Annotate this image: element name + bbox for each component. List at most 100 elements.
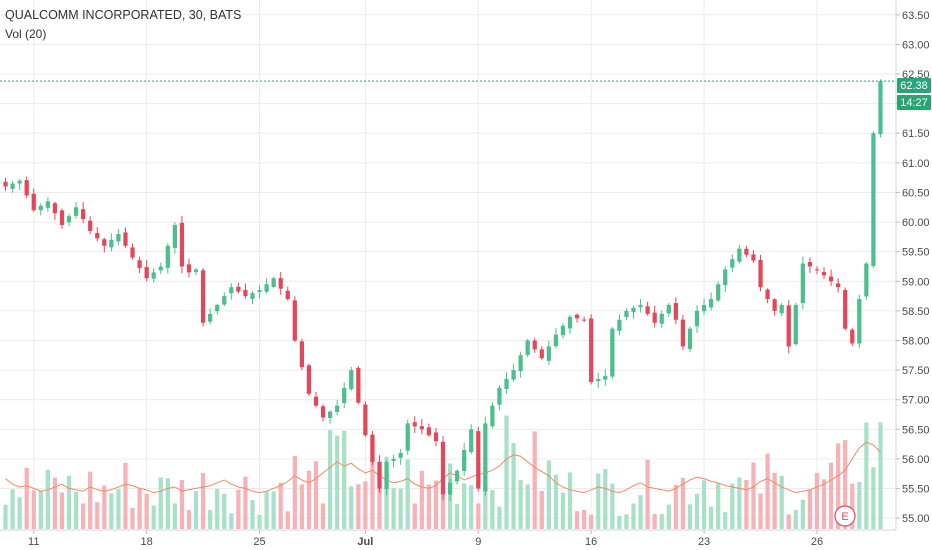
volume-bar (624, 514, 629, 529)
candlestick (758, 254, 763, 292)
candlestick (299, 338, 304, 371)
volume-bar (165, 478, 170, 529)
candle-body (356, 367, 361, 403)
candlestick (327, 410, 333, 424)
volume-bar (476, 503, 481, 529)
candle-body (814, 269, 820, 271)
candlestick (285, 286, 290, 301)
volume-bar (462, 483, 467, 529)
candle-body (327, 411, 333, 418)
price-axis-label: 58.00 (902, 336, 930, 348)
candlestick (208, 308, 213, 325)
volume-bar (730, 483, 735, 529)
candle-body (723, 269, 728, 286)
candlestick (447, 478, 453, 501)
candle-body (469, 429, 474, 453)
time-axis-label: 16 (585, 536, 597, 548)
volume-bar (765, 453, 770, 529)
candle-body (313, 396, 319, 406)
volume-bar (638, 495, 643, 529)
volume-bar (631, 503, 636, 529)
earnings-marker-label: E (841, 511, 848, 523)
earnings-marker-circle[interactable] (834, 505, 856, 527)
candlestick (476, 426, 481, 492)
volume-bar (130, 507, 135, 529)
volume-bar (257, 514, 262, 529)
candle-body (518, 355, 523, 372)
volume-indicator-label[interactable]: Vol (20) (5, 27, 46, 41)
candlestick (751, 249, 756, 264)
volume-bar (363, 481, 368, 529)
price-axis-label: 63.00 (902, 39, 930, 51)
candlestick (412, 416, 417, 433)
candle-body (299, 341, 304, 368)
volume-bar (405, 459, 410, 529)
candle-body (701, 304, 707, 312)
candle-body (370, 434, 375, 462)
candle-body (10, 183, 15, 189)
candle-body (567, 316, 573, 329)
candlestick (828, 269, 834, 286)
price-tag-value: 62.38 (900, 80, 928, 92)
candlestick (313, 391, 319, 408)
candle-body (786, 305, 791, 347)
candle-body (582, 319, 587, 321)
volume-bar (349, 486, 354, 529)
time-axis[interactable]: 11 18 25 Jul 9 16 23 26 (28, 530, 823, 548)
price-tag-timer-box (897, 95, 931, 110)
candle-body (31, 193, 36, 211)
volume-bar (356, 484, 361, 529)
volume-bar (215, 488, 220, 529)
candle-body (666, 304, 671, 314)
volume-bar (737, 477, 742, 529)
candlestick (236, 282, 241, 294)
price-axis-label: 56.50 (902, 424, 930, 436)
candle-body (45, 201, 50, 208)
candle-body (419, 426, 424, 430)
candlestick (398, 449, 403, 465)
candle-body (292, 300, 297, 341)
candlestick (193, 268, 199, 276)
volume-bar (779, 475, 784, 529)
candle-body (744, 248, 749, 255)
price-axis-label: 59.00 (902, 276, 930, 288)
volume-bar (278, 482, 283, 529)
candle-body (504, 378, 509, 390)
candle-body (843, 290, 848, 329)
price-tag: 62.38 14:27 (897, 78, 931, 110)
volume-bar (158, 477, 163, 529)
candlestick (843, 287, 848, 331)
candlestick (137, 256, 142, 274)
candlestick (158, 262, 163, 275)
candlestick (179, 215, 185, 274)
candlestick (215, 303, 220, 315)
volume-bar (243, 476, 248, 529)
candle-body (800, 263, 805, 303)
price-tag-timer: 14:27 (900, 97, 928, 109)
candle-body (433, 432, 439, 442)
candle-body (553, 334, 559, 347)
candlestick (222, 292, 227, 307)
volume-bar (843, 440, 848, 529)
candlestick (271, 276, 276, 289)
volume-bar (603, 468, 608, 529)
volume-bar (81, 503, 86, 529)
price-axis[interactable]: 55.00 55.50 56.00 56.50 57.00 57.50 58.00 58.50… (896, 10, 930, 525)
candle-body (130, 247, 135, 258)
candlestick (617, 314, 622, 336)
candlestick (186, 258, 192, 278)
candlestick (363, 401, 368, 437)
candle-body (836, 283, 841, 288)
candlestick (836, 278, 841, 293)
volume-bar (123, 462, 128, 529)
candlestick (638, 299, 643, 313)
price-axis-label: 60.50 (902, 187, 930, 199)
earnings-marker[interactable]: E (834, 505, 856, 527)
candle-body (342, 387, 347, 404)
candlestick (433, 427, 439, 447)
candle-body (490, 405, 495, 427)
volume-bar (59, 492, 65, 529)
candle-body (222, 296, 227, 305)
volume-bar (52, 477, 58, 529)
